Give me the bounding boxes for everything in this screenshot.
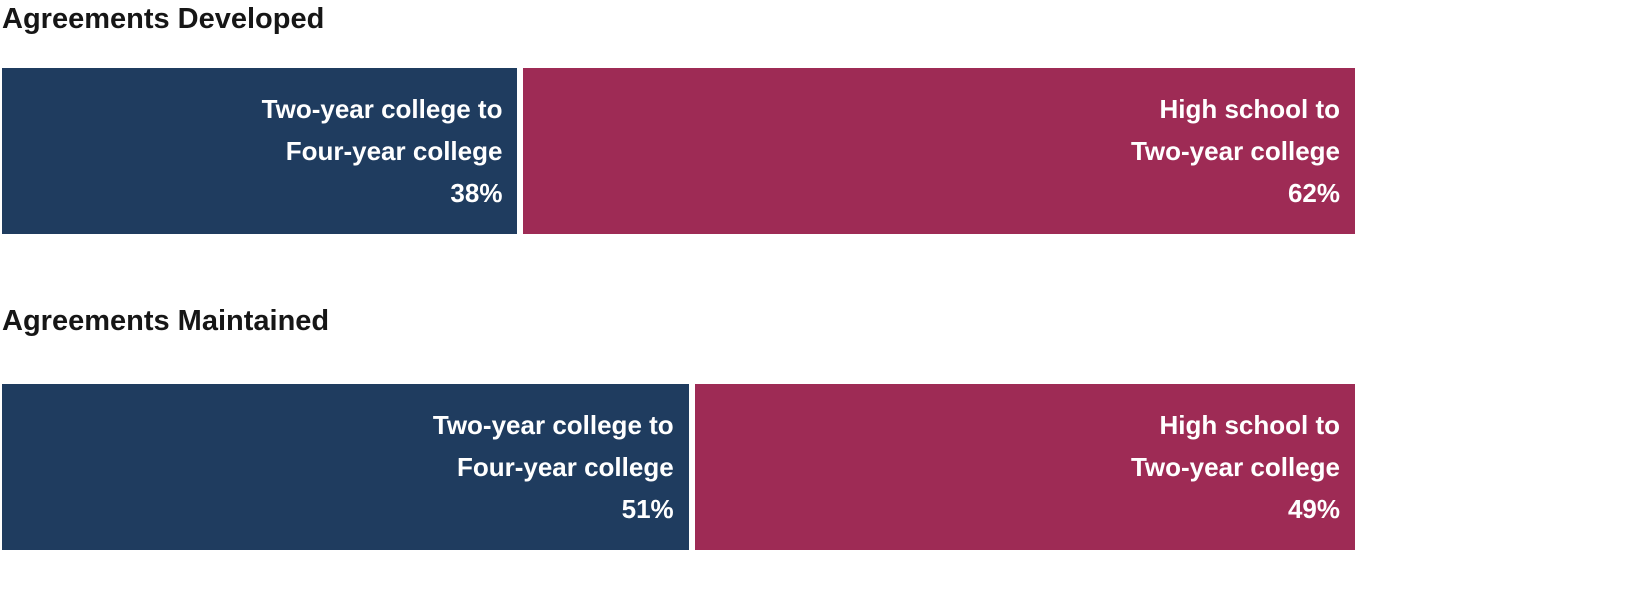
segment-label: Two-year college to Four-year college 51…	[433, 404, 674, 530]
segment-label-line: High school to	[1159, 94, 1340, 124]
stacked-bar-developed: Two-year college to Four-year college 38…	[2, 68, 1355, 234]
segment-label-line: Two-year college to	[261, 94, 503, 124]
chart-title-agreements-developed: Agreements Developed	[2, 3, 325, 35]
segment-value: 51%	[621, 494, 674, 524]
chart-canvas: Agreements Developed Two-year college to…	[2, 2, 1632, 550]
stacked-bar-maintained: Two-year college to Four-year college 51…	[2, 384, 1355, 550]
segment-label-line: Two-year college to	[432, 410, 674, 440]
segment-label-line: Four-year college	[456, 452, 674, 482]
segment-label-line: Two-year college	[1130, 136, 1340, 166]
segment-label: High school to Two-year college 49%	[1131, 404, 1340, 530]
segment-value: 62%	[1287, 178, 1340, 208]
bar-segment-two-year-to-four-year: Two-year college to Four-year college 51…	[2, 384, 689, 550]
segment-value: 49%	[1287, 494, 1340, 524]
segment-label-line: Two-year college	[1130, 452, 1340, 482]
bar-segment-high-school-to-two-year: High school to Two-year college 49%	[694, 384, 1355, 550]
bar-segment-two-year-to-four-year: Two-year college to Four-year college 38…	[2, 68, 518, 234]
chart-agreements-maintained: Agreements Maintained Two-year college t…	[2, 304, 1632, 550]
segment-value: 38%	[450, 178, 503, 208]
segment-label: Two-year college to Four-year college 38…	[262, 88, 503, 214]
segment-label: High school to Two-year college 62%	[1131, 88, 1340, 214]
bar-segment-high-school-to-two-year: High school to Two-year college 62%	[523, 68, 1355, 234]
segment-label-line: High school to	[1159, 410, 1340, 440]
chart-agreements-developed: Agreements Developed Two-year college to…	[2, 2, 1632, 234]
chart-title-agreements-maintained: Agreements Maintained	[2, 305, 330, 337]
segment-label-line: Four-year college	[285, 136, 503, 166]
